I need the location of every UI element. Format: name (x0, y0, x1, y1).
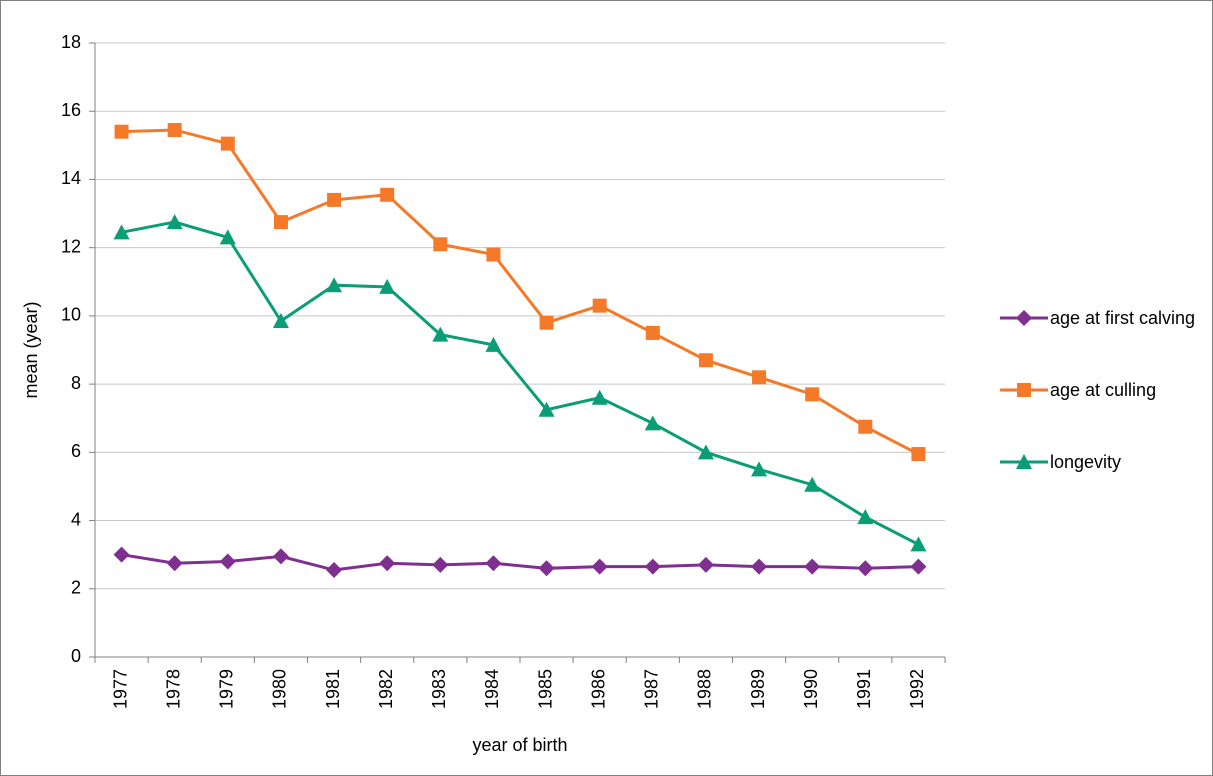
y-tick-label: 14 (61, 168, 81, 188)
point-marker (432, 556, 449, 573)
y-tick-label: 16 (61, 100, 81, 120)
x-tick-label: 1992 (907, 669, 927, 709)
point-marker (326, 277, 343, 293)
y-tick-label: 8 (71, 373, 81, 393)
point-marker (538, 401, 555, 417)
legend-label: age at first calving (1050, 308, 1196, 328)
point-marker (644, 415, 661, 431)
point-marker (911, 447, 926, 462)
point-marker (486, 247, 501, 262)
x-tick-label: 1983 (429, 669, 449, 709)
x-tick-label: 1979 (217, 669, 237, 709)
point-marker (910, 536, 927, 552)
series-line (121, 128, 920, 456)
x-axis-label: year of birth (472, 735, 567, 755)
point-marker (644, 558, 661, 575)
legend-marker (1016, 310, 1032, 326)
point-marker (804, 558, 821, 575)
x-tick-label: 1981 (323, 669, 343, 709)
legend-label: longevity (1050, 452, 1122, 472)
x-tick-label: 1984 (482, 669, 502, 709)
point-marker (698, 353, 713, 368)
point-marker (805, 387, 820, 402)
point-marker (591, 389, 608, 405)
point-marker (804, 476, 821, 492)
point-marker (432, 326, 449, 342)
series-line (121, 553, 919, 572)
point-marker (485, 336, 502, 352)
legend-label: age at culling (1050, 380, 1157, 400)
point-marker (380, 187, 395, 202)
y-tick-label: 18 (61, 32, 81, 52)
x-tick-label: 1990 (801, 669, 821, 709)
point-marker (167, 122, 182, 137)
point-marker (433, 237, 448, 252)
point-marker (751, 558, 768, 575)
x-tick-label: 1982 (376, 669, 396, 709)
point-marker (592, 298, 607, 313)
y-tick-label: 0 (71, 646, 81, 666)
y-tick-label: 10 (61, 305, 81, 325)
point-marker (538, 560, 555, 577)
x-tick-label: 1991 (854, 669, 874, 709)
point-marker (113, 546, 130, 563)
point-marker (219, 229, 236, 245)
series-line (121, 220, 920, 546)
point-marker (645, 325, 660, 340)
legend-marker (1016, 454, 1032, 469)
x-tick-label: 1985 (535, 669, 555, 709)
point-marker (220, 136, 235, 151)
point-marker (379, 555, 396, 572)
point-marker (114, 124, 129, 139)
legend-marker (1017, 383, 1031, 397)
point-marker (272, 548, 289, 565)
y-tick-label: 4 (71, 509, 81, 529)
x-tick-label: 1980 (270, 669, 290, 709)
point-marker (539, 315, 554, 330)
y-tick-label: 12 (61, 236, 81, 256)
point-marker (697, 444, 714, 460)
point-marker (219, 553, 236, 570)
point-marker (166, 214, 183, 230)
point-marker (166, 555, 183, 572)
point-marker (697, 556, 714, 573)
point-marker (910, 558, 927, 575)
point-marker (379, 278, 396, 294)
x-tick-label: 1987 (642, 669, 662, 709)
point-marker (857, 560, 874, 577)
point-marker (327, 192, 342, 207)
point-marker (858, 419, 873, 434)
y-tick-label: 2 (71, 578, 81, 598)
x-tick-label: 1989 (748, 669, 768, 709)
point-marker (857, 509, 874, 525)
x-tick-label: 1988 (695, 669, 715, 709)
point-marker (751, 461, 768, 477)
point-marker (273, 215, 288, 230)
point-marker (485, 555, 502, 572)
y-tick-label: 6 (71, 441, 81, 461)
x-tick-label: 1978 (163, 669, 183, 709)
x-tick-label: 1977 (110, 669, 130, 709)
point-marker (113, 224, 130, 240)
point-marker (591, 558, 608, 575)
y-axis-label: mean (year) (21, 301, 41, 398)
point-marker (752, 370, 767, 385)
point-marker (272, 313, 289, 329)
point-marker (326, 562, 343, 579)
x-tick-label: 1986 (588, 669, 608, 709)
